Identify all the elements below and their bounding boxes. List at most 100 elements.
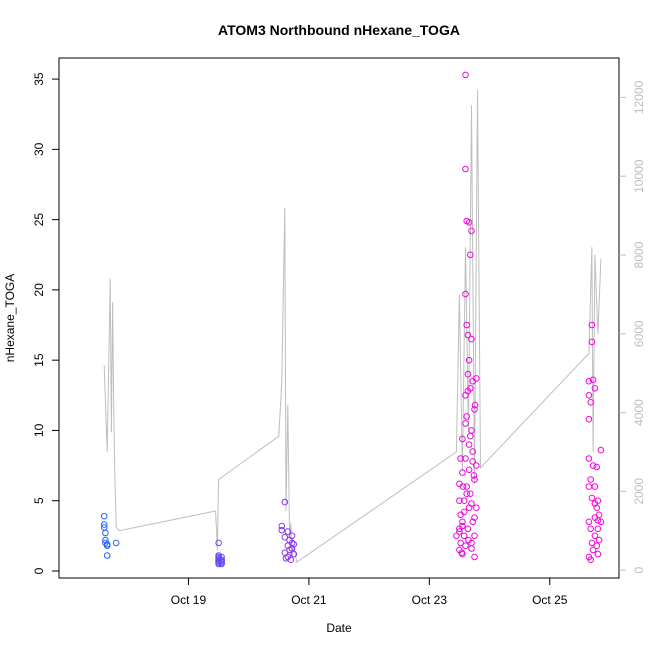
data-point — [468, 545, 475, 552]
x-axis: Oct 19 Oct 21 Oct 23 Oct 25 — [171, 578, 568, 607]
data-point — [112, 539, 120, 547]
y-tick-label: 10 — [32, 423, 46, 437]
data-point — [471, 476, 478, 483]
data-point — [587, 399, 595, 406]
data-point — [290, 550, 298, 558]
data-point — [218, 560, 225, 568]
data-point — [588, 494, 596, 502]
data-point — [469, 448, 477, 455]
data-point — [469, 458, 477, 465]
data-point — [585, 415, 593, 423]
y2-tick-label: 6000 — [632, 320, 646, 347]
data-point — [468, 227, 475, 235]
data-point — [457, 455, 464, 462]
data-point — [464, 331, 472, 339]
data-point — [597, 446, 605, 454]
data-point — [470, 472, 478, 479]
data-point — [593, 504, 601, 512]
y-tick-label: 5 — [32, 497, 46, 504]
data-point — [462, 455, 469, 462]
data-point — [473, 375, 480, 382]
data-point — [462, 290, 469, 298]
y-axis-left: 0 5 10 15 20 25 30 35 — [32, 72, 59, 574]
data-point — [471, 401, 479, 409]
data-point — [465, 441, 473, 448]
data-point — [473, 504, 480, 512]
data-point — [594, 517, 602, 524]
y-tick-label: 25 — [32, 213, 46, 227]
data-point — [595, 536, 603, 544]
data-point — [585, 377, 593, 385]
data-point — [465, 536, 472, 544]
data-point — [453, 532, 460, 540]
data-point — [594, 525, 602, 533]
y-axis-title: nHexane_TOGA — [3, 274, 17, 363]
data-point — [593, 542, 601, 550]
data-point — [287, 556, 295, 564]
data-point — [588, 338, 596, 346]
data-point — [468, 427, 475, 434]
data-point — [457, 511, 464, 519]
data-point — [464, 370, 472, 378]
y-tick-label: 20 — [32, 283, 46, 297]
data-point — [473, 462, 480, 469]
data-point — [588, 321, 596, 329]
data-point — [465, 219, 473, 226]
y2-tick-label: 4000 — [632, 399, 646, 426]
data-point — [467, 251, 474, 259]
y-tick-label: 0 — [32, 567, 46, 574]
plot-frame — [58, 57, 620, 579]
data-point — [459, 522, 466, 530]
data-point — [458, 549, 466, 557]
data-point — [288, 532, 296, 540]
data-point — [459, 469, 466, 476]
data-point — [465, 356, 473, 364]
data-point — [467, 432, 474, 440]
data-point — [471, 553, 478, 561]
data-point — [281, 498, 289, 506]
data-point — [587, 476, 595, 483]
data-point — [102, 536, 109, 544]
data-point — [102, 529, 109, 537]
data-point — [463, 413, 471, 420]
y-tick-label: 30 — [32, 142, 46, 156]
data-point — [589, 546, 597, 554]
x-tick-label: Oct 25 — [532, 593, 568, 607]
y-axis-right: 0 2000 4000 6000 8000 10000 12000 — [619, 80, 646, 573]
data-point — [589, 462, 597, 469]
x-tick-label: Oct 19 — [171, 593, 207, 607]
data-point — [278, 522, 286, 530]
data-point — [284, 528, 292, 535]
data-point — [585, 483, 593, 490]
data-point — [467, 490, 474, 498]
data-point — [589, 376, 597, 384]
data-point — [463, 483, 471, 490]
data-point — [588, 539, 596, 547]
data-point — [463, 490, 471, 498]
data-point — [460, 532, 468, 540]
data-point — [460, 497, 468, 505]
data-point — [100, 521, 108, 528]
data-point — [462, 420, 469, 427]
data-point — [457, 539, 464, 547]
x-tick-label: Oct 21 — [291, 593, 327, 607]
data-point — [464, 525, 472, 533]
data-point — [587, 525, 595, 533]
y2-tick-label: 2000 — [632, 478, 646, 505]
data-point — [591, 483, 599, 490]
chart-title: ATOM3 Northbound nHexane_TOGA — [218, 22, 460, 38]
data-point — [462, 165, 469, 173]
data-point — [103, 542, 111, 550]
data-point — [585, 518, 593, 526]
data-point — [591, 500, 599, 507]
data-point — [462, 542, 469, 550]
data-point — [103, 552, 111, 559]
data-point — [464, 387, 472, 395]
data-point — [456, 528, 463, 535]
data-point — [468, 500, 475, 507]
y2-tick-label: 0 — [632, 566, 646, 573]
data-point — [471, 406, 478, 413]
data-point — [459, 483, 467, 490]
data-point — [459, 518, 466, 526]
